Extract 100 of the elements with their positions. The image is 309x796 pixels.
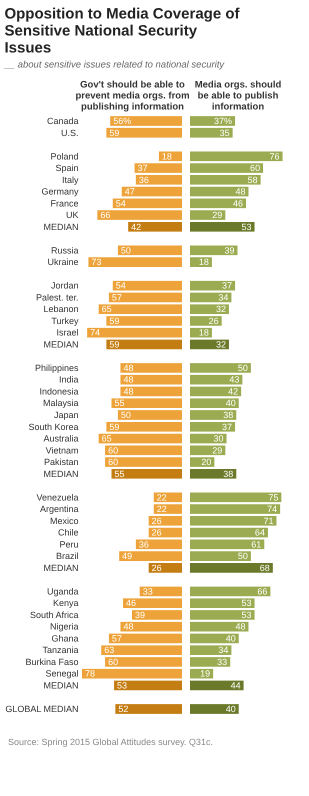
bar bbox=[190, 174, 261, 185]
bar bbox=[190, 374, 242, 385]
data-label: 65 bbox=[102, 434, 112, 444]
bar bbox=[190, 586, 270, 596]
bar bbox=[190, 410, 236, 420]
data-label: 54 bbox=[116, 198, 126, 208]
y-tick-label: Spain bbox=[55, 163, 78, 174]
bar bbox=[190, 516, 276, 526]
bar bbox=[112, 198, 182, 208]
data-label: 60 bbox=[108, 445, 118, 456]
data-label: 55 bbox=[114, 398, 125, 408]
data-label: 53 bbox=[242, 610, 252, 620]
data-label: 50 bbox=[238, 551, 248, 562]
bar bbox=[190, 551, 251, 561]
data-label: 57 bbox=[112, 633, 122, 644]
y-tick-label: France bbox=[50, 198, 78, 208]
bar bbox=[190, 563, 273, 573]
data-label: 56% bbox=[113, 116, 132, 126]
bar bbox=[110, 116, 182, 126]
data-label: 48 bbox=[123, 622, 134, 632]
y-tick-label: MEDIAN bbox=[43, 562, 78, 573]
y-tick-label: Brazil bbox=[56, 551, 78, 562]
data-label: 33 bbox=[142, 586, 153, 596]
data-label: 37 bbox=[222, 280, 232, 291]
data-label: 54 bbox=[116, 280, 126, 291]
data-label: 26 bbox=[208, 316, 219, 326]
data-label: 18 bbox=[198, 257, 209, 268]
y-tick-label: Tanzania bbox=[42, 645, 78, 656]
bar bbox=[190, 422, 236, 432]
y-tick-label: MEDIAN bbox=[43, 339, 78, 350]
y-tick-label: Poland bbox=[50, 151, 78, 162]
bar bbox=[98, 304, 182, 314]
bar bbox=[112, 280, 182, 290]
data-label: 37% bbox=[214, 116, 232, 126]
y-tick-label: Russia bbox=[50, 245, 78, 256]
data-label: 29 bbox=[212, 210, 222, 220]
y-tick-label: Indonesia bbox=[39, 386, 78, 396]
data-label: 60 bbox=[250, 163, 260, 174]
bar bbox=[190, 163, 264, 173]
data-label: 73 bbox=[91, 257, 102, 268]
bar bbox=[190, 398, 239, 408]
y-tick-label: Palest. ter. bbox=[36, 292, 78, 302]
chart-title: Opposition to Media Coverage of Sensitive National Security Issues bbox=[4, 6, 240, 56]
data-label: 38 bbox=[223, 468, 234, 479]
data-label: 65 bbox=[102, 304, 112, 314]
bar bbox=[120, 386, 182, 396]
source-note: Source: Spring 2015 Global Attitudes survey. Q31c. bbox=[7, 736, 214, 749]
data-label: 36 bbox=[138, 174, 149, 185]
data-label: 19 bbox=[200, 668, 210, 679]
data-label: 37 bbox=[222, 422, 232, 432]
data-label: 53 bbox=[117, 680, 128, 690]
bar bbox=[101, 645, 182, 656]
y-tick-label: Ghana bbox=[51, 633, 78, 644]
y-tick-label: Kenya bbox=[52, 598, 78, 608]
bar bbox=[190, 151, 283, 162]
data-label: 60 bbox=[108, 457, 118, 468]
bar bbox=[128, 222, 182, 232]
bar bbox=[190, 280, 236, 290]
data-label: 22 bbox=[156, 492, 167, 502]
data-label: 66 bbox=[100, 210, 110, 220]
bar bbox=[115, 704, 182, 714]
bar bbox=[190, 292, 232, 302]
data-label: 39 bbox=[135, 610, 146, 620]
bar bbox=[105, 457, 182, 467]
bar bbox=[120, 622, 182, 632]
data-label: 22 bbox=[156, 504, 167, 514]
bar bbox=[106, 128, 182, 138]
y-tick-label: Australia bbox=[43, 434, 78, 444]
bar bbox=[108, 292, 182, 302]
bar bbox=[98, 434, 182, 444]
bar bbox=[190, 363, 251, 373]
data-label: 48 bbox=[235, 186, 246, 197]
data-label: 59 bbox=[109, 316, 120, 326]
bar bbox=[118, 410, 182, 420]
y-tick-label: South Korea bbox=[28, 422, 78, 432]
data-label: 47 bbox=[124, 186, 135, 197]
bar bbox=[111, 468, 182, 479]
data-label: 26 bbox=[152, 562, 162, 573]
data-label: 32 bbox=[216, 339, 226, 350]
data-label: 46 bbox=[126, 598, 136, 608]
bar bbox=[123, 598, 182, 608]
bar bbox=[190, 598, 255, 608]
bar bbox=[190, 492, 282, 502]
data-label: 75 bbox=[268, 492, 278, 502]
bar bbox=[190, 704, 239, 714]
bar bbox=[119, 551, 182, 561]
bar bbox=[190, 610, 255, 620]
data-label: 40 bbox=[226, 398, 236, 408]
data-label: 74 bbox=[90, 328, 100, 338]
data-label: 18 bbox=[198, 328, 209, 338]
bar bbox=[190, 386, 242, 396]
x-axis-title: Gov't should be able to prevent media orgs. from publishing information bbox=[75, 80, 190, 112]
data-label: 30 bbox=[214, 434, 224, 444]
data-label: 32 bbox=[216, 304, 226, 314]
y-tick-label: Philippines bbox=[34, 362, 79, 373]
bar bbox=[106, 316, 182, 326]
data-label: 55 bbox=[114, 468, 125, 479]
data-label: 34 bbox=[218, 645, 228, 656]
y-tick-label: Senegal bbox=[45, 668, 78, 679]
y-tick-label: MEDIAN bbox=[43, 468, 78, 479]
